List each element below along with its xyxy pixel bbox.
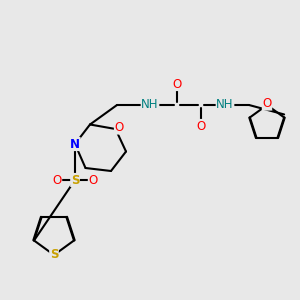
Text: S: S xyxy=(50,248,58,262)
Text: O: O xyxy=(196,119,206,133)
Text: O: O xyxy=(88,173,98,187)
Text: NH: NH xyxy=(141,98,159,112)
Text: NH: NH xyxy=(216,98,234,112)
Text: S: S xyxy=(71,173,79,187)
Text: N: N xyxy=(70,137,80,151)
Text: O: O xyxy=(172,77,182,91)
Text: O: O xyxy=(262,97,272,110)
Text: O: O xyxy=(52,173,62,187)
Text: O: O xyxy=(115,121,124,134)
